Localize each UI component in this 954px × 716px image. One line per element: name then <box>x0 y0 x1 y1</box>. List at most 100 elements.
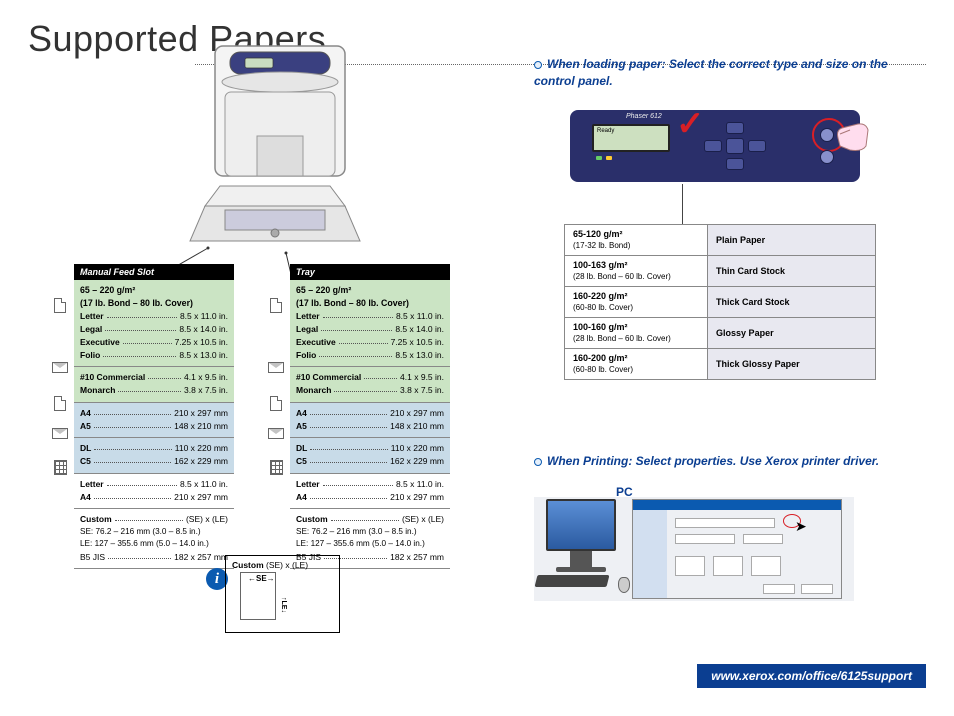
size-name: Letter <box>296 478 320 491</box>
size-dim: 8.5 x 11.0 in. <box>180 310 228 323</box>
size-dim: (SE) x (LE) <box>402 513 444 526</box>
desc: (28 lb. Bond – 60 lb. Cover) <box>573 272 699 282</box>
size-dim: 4.1 x 9.5 in. <box>184 371 228 384</box>
size-dim: 8.5 x 11.0 in. <box>180 478 228 491</box>
custom-title: Custom <box>232 560 264 570</box>
media-type: Thick Glossy Paper <box>708 349 876 380</box>
size-name: Legal <box>80 323 102 336</box>
size-dim: 162 x 229 mm <box>390 455 444 468</box>
monitor-base <box>556 567 606 572</box>
custom-le: LE: 127 – 355.6 mm (5.0 – 14.0 in.) <box>80 538 228 550</box>
panel-model: Phaser 612 <box>626 113 662 120</box>
weight: 100-163 g/m² <box>573 260 699 272</box>
size-name: B5 JIS <box>80 551 105 564</box>
size-name: Executive <box>80 336 120 349</box>
weight-group: 65 – 220 g/m² (17 lb. Bond – 80 lb. Cove… <box>74 280 234 367</box>
table-row: 100-163 g/m²(28 lb. Bond – 60 lb. Cover)… <box>565 256 876 287</box>
desc: (28 lb. Bond – 60 lb. Cover) <box>573 334 699 344</box>
weight: 65-120 g/m² <box>573 229 699 241</box>
led-icon <box>606 156 612 160</box>
leader-line <box>682 184 683 224</box>
size-name: A4 <box>296 407 307 420</box>
monitor-icon <box>546 499 616 551</box>
labels-icon <box>54 460 72 474</box>
size-dim: 182 x 257 mm <box>174 551 228 564</box>
weight-imperial: (17 lb. Bond – 80 lb. Cover) <box>296 297 444 310</box>
size-name: #10 Commercial <box>296 371 361 384</box>
size-dim: 3.8 x 7.5 in. <box>400 384 444 397</box>
envelope-icon <box>268 362 286 376</box>
size-dim: 210 x 297 mm <box>390 407 444 420</box>
size-dim: 210 x 297 mm <box>174 491 228 504</box>
table-row: 100-160 g/m²(28 lb. Bond – 60 lb. Cover)… <box>565 318 876 349</box>
control-panel-illustration: Phaser 612 Ready ✓ <box>570 110 860 182</box>
custom-group: Custom(SE) x (LE) SE: 76.2 – 216 mm (3.0… <box>74 509 234 569</box>
callout-loading: When loading paper: Select the correct t… <box>534 56 894 90</box>
size-name: Letter <box>296 310 320 323</box>
size-dim: 210 x 297 mm <box>174 407 228 420</box>
spec-column-tray: Tray 65 – 220 g/m² (17 lb. Bond – 80 lb.… <box>290 264 450 569</box>
desc: (60-80 lb. Cover) <box>573 303 699 313</box>
media-type: Thin Card Stock <box>708 256 876 287</box>
custom-se: SE: 76.2 – 216 mm (3.0 – 8.5 in.) <box>296 526 444 538</box>
labels-group: Letter8.5 x 11.0 in. A4210 x 297 mm <box>290 474 450 510</box>
pc-illustration: PC ➤ <box>534 485 884 605</box>
size-name: C5 <box>296 455 307 468</box>
page-icon <box>270 396 288 410</box>
column-header: Manual Feed Slot <box>74 264 234 280</box>
media-type: Plain Paper <box>708 225 876 256</box>
size-name: Monarch <box>80 384 115 397</box>
size-name: Folio <box>80 349 100 362</box>
size-dim: 8.5 x 13.0 in. <box>179 349 228 362</box>
size-dim: 7.25 x 10.5 in. <box>175 336 228 349</box>
size-dim: 8.5 x 14.0 in. <box>179 323 228 336</box>
metric-group: A4210 x 297 mm A5148 x 210 mm <box>74 403 234 439</box>
se-label: ←SE→ <box>248 574 275 583</box>
size-name: Custom <box>80 513 112 526</box>
media-type: Glossy Paper <box>708 318 876 349</box>
table-row: 160-220 g/m²(60-80 lb. Cover)Thick Card … <box>565 287 876 318</box>
size-name: Legal <box>296 323 318 336</box>
size-dim: 8.5 x 11.0 in. <box>396 310 444 323</box>
size-dim: 148 x 210 mm <box>174 420 228 433</box>
page-icon <box>54 396 72 410</box>
size-dim: 182 x 257 mm <box>390 551 444 564</box>
size-name: DL <box>80 442 91 455</box>
size-dim: 8.5 x 13.0 in. <box>395 349 444 362</box>
size-name: A4 <box>80 491 91 504</box>
size-name: Folio <box>296 349 316 362</box>
page-icon <box>270 298 288 312</box>
size-name: A4 <box>80 407 91 420</box>
weight-imperial: (17 lb. Bond – 80 lb. Cover) <box>80 297 228 310</box>
size-name: C5 <box>80 455 91 468</box>
weight-metric: 65 – 220 g/m² <box>80 284 228 297</box>
printer-illustration <box>185 36 380 266</box>
size-name: #10 Commercial <box>80 371 145 384</box>
bullet-icon <box>534 61 542 69</box>
size-name: Letter <box>80 310 104 323</box>
callout-printing: When Printing: Select properties. Use Xe… <box>534 454 934 468</box>
custom-se: SE: 76.2 – 216 mm (3.0 – 8.5 in.) <box>80 526 228 538</box>
page-icon <box>54 298 72 312</box>
le-label: ↑LE↓ <box>280 597 287 613</box>
size-name: Custom <box>296 513 328 526</box>
envelope-icon <box>268 428 286 442</box>
mouse-icon <box>618 577 630 593</box>
spec-column-manual: Manual Feed Slot 65 – 220 g/m² (17 lb. B… <box>74 264 234 569</box>
size-name: DL <box>296 442 307 455</box>
hand-icon <box>832 116 872 156</box>
size-dim: 110 x 220 mm <box>175 442 228 455</box>
bullet-icon <box>534 458 542 466</box>
size-dim: 148 x 210 mm <box>390 420 444 433</box>
size-dim: 7.25 x 10.5 in. <box>391 336 444 349</box>
print-dialog: ➤ <box>632 499 842 599</box>
envelope-icon <box>52 428 70 442</box>
size-dim: 210 x 297 mm <box>390 491 444 504</box>
metric-group: A4210 x 297 mm A5148 x 210 mm <box>290 403 450 439</box>
size-name: Executive <box>296 336 336 349</box>
metric-env-group: DL110 x 220 mm C5162 x 229 mm <box>290 438 450 474</box>
envelope-icon <box>52 362 70 376</box>
labels-icon <box>270 460 288 474</box>
lcd-screen: Ready <box>592 124 670 152</box>
checkmark-icon: ✓ <box>676 104 705 144</box>
